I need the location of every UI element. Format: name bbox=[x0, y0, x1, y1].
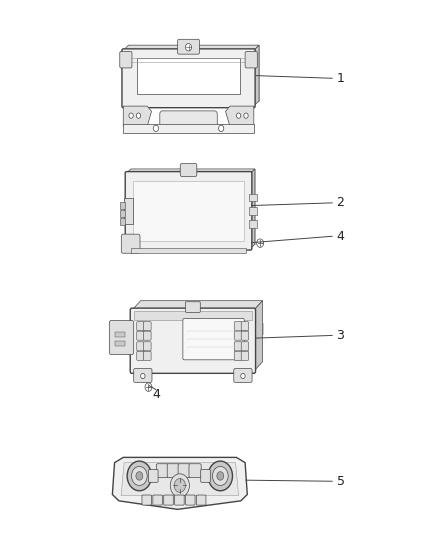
Polygon shape bbox=[127, 169, 255, 173]
Bar bbox=[120, 211, 125, 216]
Bar bbox=[123, 124, 254, 133]
Circle shape bbox=[219, 125, 224, 132]
FancyBboxPatch shape bbox=[153, 495, 162, 505]
Circle shape bbox=[153, 125, 159, 132]
Text: 4: 4 bbox=[152, 389, 160, 401]
Circle shape bbox=[136, 472, 143, 480]
FancyBboxPatch shape bbox=[137, 342, 144, 351]
FancyBboxPatch shape bbox=[178, 39, 199, 54]
Circle shape bbox=[257, 239, 264, 247]
FancyBboxPatch shape bbox=[156, 464, 169, 478]
Circle shape bbox=[241, 373, 245, 378]
Circle shape bbox=[237, 113, 241, 118]
FancyBboxPatch shape bbox=[160, 111, 217, 131]
FancyBboxPatch shape bbox=[189, 464, 201, 478]
FancyBboxPatch shape bbox=[234, 321, 242, 330]
Text: 3: 3 bbox=[336, 329, 344, 342]
FancyBboxPatch shape bbox=[142, 495, 152, 505]
FancyBboxPatch shape bbox=[234, 342, 242, 351]
FancyBboxPatch shape bbox=[201, 470, 210, 482]
Text: 2: 2 bbox=[336, 196, 344, 209]
FancyBboxPatch shape bbox=[234, 331, 242, 340]
Text: 1: 1 bbox=[336, 72, 344, 85]
FancyBboxPatch shape bbox=[234, 368, 252, 382]
Circle shape bbox=[185, 44, 191, 51]
Bar bbox=[134, 311, 252, 320]
FancyBboxPatch shape bbox=[234, 351, 242, 360]
FancyBboxPatch shape bbox=[185, 302, 200, 312]
FancyBboxPatch shape bbox=[183, 318, 244, 360]
FancyBboxPatch shape bbox=[120, 52, 132, 68]
Polygon shape bbox=[254, 301, 262, 371]
Circle shape bbox=[244, 113, 248, 118]
FancyBboxPatch shape bbox=[144, 342, 151, 351]
FancyBboxPatch shape bbox=[137, 321, 144, 330]
Polygon shape bbox=[251, 169, 255, 248]
FancyBboxPatch shape bbox=[178, 464, 190, 478]
Polygon shape bbox=[131, 169, 255, 244]
Polygon shape bbox=[113, 457, 247, 510]
Circle shape bbox=[208, 461, 233, 491]
Bar bbox=[115, 332, 125, 337]
Bar bbox=[249, 207, 257, 215]
FancyBboxPatch shape bbox=[144, 351, 151, 360]
Polygon shape bbox=[128, 45, 259, 101]
FancyBboxPatch shape bbox=[241, 331, 249, 340]
FancyBboxPatch shape bbox=[241, 351, 249, 360]
FancyBboxPatch shape bbox=[180, 164, 197, 176]
Polygon shape bbox=[123, 45, 259, 51]
FancyBboxPatch shape bbox=[134, 368, 152, 382]
Bar bbox=[249, 220, 257, 228]
FancyBboxPatch shape bbox=[137, 331, 144, 340]
FancyBboxPatch shape bbox=[245, 52, 257, 68]
FancyBboxPatch shape bbox=[137, 351, 144, 360]
Bar bbox=[133, 181, 244, 240]
Text: 5: 5 bbox=[336, 475, 345, 488]
FancyBboxPatch shape bbox=[121, 234, 140, 253]
FancyBboxPatch shape bbox=[130, 308, 255, 373]
FancyBboxPatch shape bbox=[110, 320, 134, 354]
Bar bbox=[138, 58, 240, 94]
Bar bbox=[120, 218, 125, 224]
Bar bbox=[141, 323, 262, 334]
Circle shape bbox=[145, 383, 152, 391]
FancyBboxPatch shape bbox=[196, 495, 206, 505]
FancyBboxPatch shape bbox=[125, 172, 252, 250]
Bar bbox=[124, 198, 133, 224]
FancyBboxPatch shape bbox=[167, 464, 180, 478]
Circle shape bbox=[217, 472, 224, 480]
Polygon shape bbox=[226, 106, 254, 126]
Circle shape bbox=[174, 479, 185, 492]
Text: 4: 4 bbox=[336, 230, 344, 243]
Circle shape bbox=[170, 474, 189, 497]
FancyBboxPatch shape bbox=[241, 342, 249, 351]
FancyBboxPatch shape bbox=[185, 495, 195, 505]
Polygon shape bbox=[132, 301, 262, 310]
Bar bbox=[115, 341, 125, 346]
Bar bbox=[120, 203, 125, 209]
FancyBboxPatch shape bbox=[122, 49, 255, 108]
Circle shape bbox=[136, 113, 141, 118]
Circle shape bbox=[131, 466, 147, 486]
FancyBboxPatch shape bbox=[144, 321, 151, 330]
Circle shape bbox=[141, 373, 145, 378]
Polygon shape bbox=[254, 45, 259, 106]
Polygon shape bbox=[121, 463, 239, 496]
Bar bbox=[249, 194, 257, 201]
Polygon shape bbox=[123, 106, 152, 126]
FancyBboxPatch shape bbox=[148, 470, 158, 482]
Circle shape bbox=[212, 466, 228, 486]
FancyBboxPatch shape bbox=[241, 321, 249, 330]
Bar bbox=[131, 248, 246, 253]
FancyBboxPatch shape bbox=[175, 495, 184, 505]
Circle shape bbox=[129, 113, 133, 118]
FancyBboxPatch shape bbox=[144, 331, 151, 340]
FancyBboxPatch shape bbox=[164, 495, 173, 505]
Circle shape bbox=[127, 461, 152, 491]
